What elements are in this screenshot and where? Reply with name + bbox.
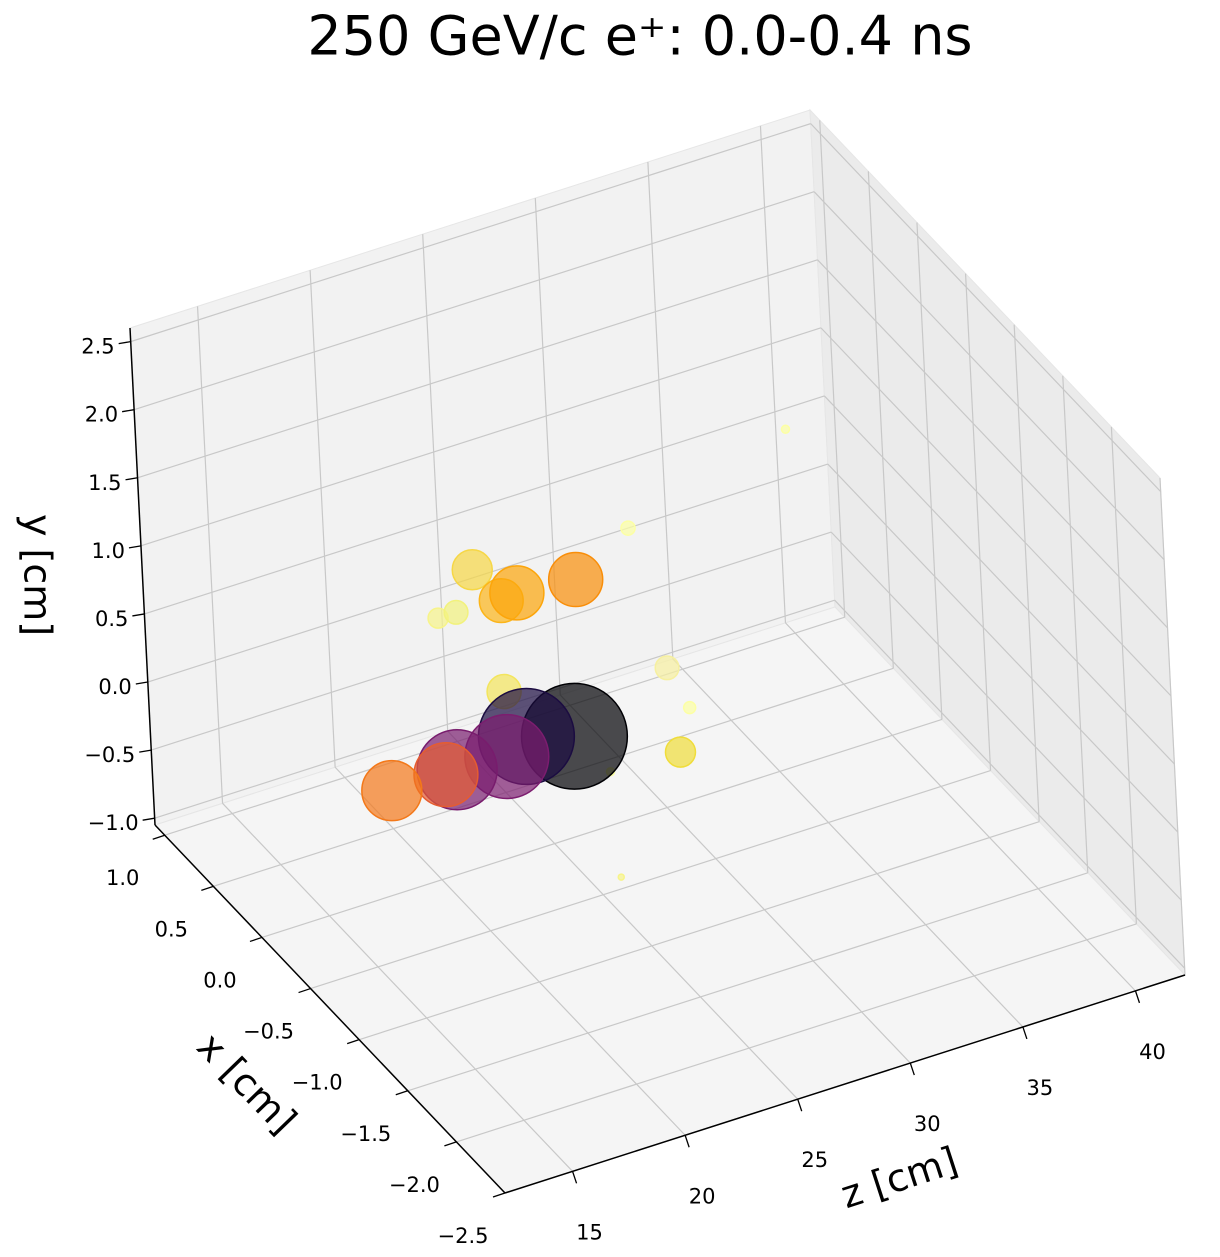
z-tick-label: 40 xyxy=(1139,1040,1166,1064)
z-tick-label: 35 xyxy=(1027,1076,1054,1100)
point xyxy=(489,565,545,621)
grid-line xyxy=(834,599,1186,969)
grid-line xyxy=(407,872,1088,1092)
grid-line xyxy=(456,923,1137,1143)
x-tick xyxy=(444,1141,457,1147)
grid-line xyxy=(137,259,818,479)
x-tick xyxy=(346,1039,360,1045)
z-tick xyxy=(1022,1026,1028,1040)
grid-line xyxy=(151,531,832,751)
point xyxy=(620,520,636,536)
grid-line xyxy=(130,123,811,343)
point xyxy=(443,599,469,625)
grid-line xyxy=(813,191,1165,561)
z-tick xyxy=(909,1062,915,1076)
point xyxy=(654,655,680,681)
x-tick xyxy=(201,885,214,891)
point xyxy=(361,759,423,822)
grid-line xyxy=(672,658,1024,1028)
grid-line xyxy=(140,327,822,547)
y-tick-label: 0.5 xyxy=(95,607,128,631)
x-tick-label: −2.0 xyxy=(389,1173,440,1197)
x-tick xyxy=(152,834,165,840)
x-tick-label: 0.0 xyxy=(203,968,236,992)
grid-line xyxy=(222,802,573,1172)
y-tick-label: 1.5 xyxy=(88,471,121,495)
grid-line xyxy=(964,273,992,771)
y-tick-label: 2.5 xyxy=(81,335,114,359)
y-tick xyxy=(139,749,152,753)
x-tick xyxy=(249,936,263,943)
grid-line xyxy=(819,120,846,618)
z-tick-label: 30 xyxy=(914,1112,941,1136)
point xyxy=(682,700,697,715)
grid-line xyxy=(867,171,894,669)
grid-line xyxy=(1062,375,1089,873)
point xyxy=(413,741,479,808)
grid-line xyxy=(817,259,1168,629)
grid-line xyxy=(310,769,991,990)
grid-line xyxy=(827,463,1179,833)
y-tick xyxy=(128,545,142,549)
y-tick-label: 0.0 xyxy=(98,675,131,699)
grid-line xyxy=(334,766,686,1136)
y-tick-label: −1.0 xyxy=(88,811,139,835)
grid-line xyxy=(534,198,561,696)
point xyxy=(664,736,697,768)
grid-line xyxy=(785,622,1136,992)
grid-line xyxy=(1013,324,1040,822)
grid-line xyxy=(422,234,449,732)
grid-line xyxy=(309,270,336,768)
point xyxy=(451,549,493,591)
y-tick-label: 1.0 xyxy=(92,539,125,563)
x-tick-label: −1.0 xyxy=(292,1071,343,1095)
z-tick xyxy=(571,1171,578,1184)
point xyxy=(780,424,791,434)
y-tick xyxy=(125,477,138,481)
z-tick-label: 20 xyxy=(689,1184,716,1208)
grid-line xyxy=(144,395,825,615)
y-tick-label: −0.5 xyxy=(84,743,135,767)
grid-line xyxy=(261,718,943,939)
grid-line xyxy=(196,306,224,804)
x-tick-label: −0.5 xyxy=(243,1020,294,1044)
grid-line xyxy=(1110,426,1137,924)
z-tick xyxy=(797,1098,803,1112)
x-tick-label: −1.5 xyxy=(340,1122,391,1146)
grid-line xyxy=(830,531,1182,901)
x-tick-label: −2.5 xyxy=(438,1224,489,1248)
grid-line xyxy=(358,821,1040,1041)
y-axis-line xyxy=(129,327,156,826)
grid-line xyxy=(647,161,674,660)
grid-line xyxy=(759,125,787,623)
x-tick-label: 1.0 xyxy=(106,866,139,890)
x-tick xyxy=(298,987,311,994)
chart-title: 250 GeV/c e⁺: 0.0-0.4 ns xyxy=(307,5,972,68)
y-tick xyxy=(142,817,155,821)
z-tick-label: 15 xyxy=(576,1220,603,1244)
x-tick-label: 0.5 xyxy=(155,917,188,941)
grid-line xyxy=(810,123,1162,493)
grid-line xyxy=(1159,477,1186,976)
z-tick xyxy=(1134,990,1141,1004)
point xyxy=(617,873,625,881)
x-tick xyxy=(492,1192,506,1198)
grid-line xyxy=(133,191,815,411)
grid-line xyxy=(820,327,1172,697)
grid-line xyxy=(916,222,943,720)
z-tick xyxy=(684,1135,690,1148)
x-tick xyxy=(395,1090,408,1096)
y-tick xyxy=(118,340,131,345)
point xyxy=(547,551,604,608)
y-tick xyxy=(122,409,135,413)
y-axis-label: y [cm] xyxy=(16,514,60,636)
y-tick xyxy=(135,681,148,685)
grid-line xyxy=(823,395,1175,765)
z-tick-label: 25 xyxy=(801,1148,828,1172)
z-axis-line xyxy=(504,974,1186,1194)
z-axis-label: z [cm] xyxy=(836,1138,963,1217)
y-tick xyxy=(132,613,145,617)
y-tick-label: 2.0 xyxy=(85,403,118,427)
